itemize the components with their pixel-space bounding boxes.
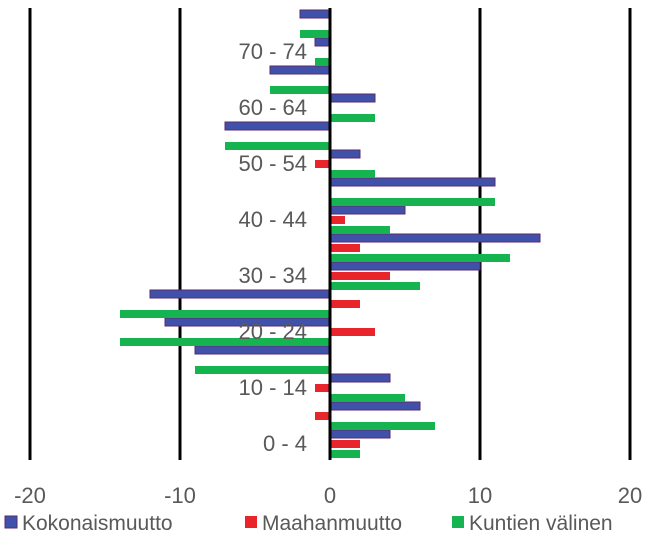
bar-maahanmuutto-10	[315, 160, 330, 168]
category-label-6: 30 - 34	[239, 263, 308, 288]
category-label-4: 20 - 24	[239, 319, 308, 344]
bar-kuntien-välinen-10	[330, 170, 375, 178]
bar-kuntien-välinen-15	[300, 30, 330, 38]
x-tick-label--10: -10	[164, 483, 196, 508]
bar-kuntien-välinen-5	[120, 310, 330, 318]
bar-kuntien-välinen-2	[330, 394, 405, 402]
bar-kuntien-välinen-8	[330, 226, 390, 234]
x-tick-label-20: 20	[618, 483, 642, 508]
bar-kokonaismuutto-10	[329, 149, 361, 159]
category-label-12: 60 - 64	[239, 95, 308, 120]
bar-kokonaismuutto-15	[299, 9, 331, 19]
bar-kokonaismuutto-6	[329, 261, 481, 271]
legend-label-1: Maahanmuutto	[262, 512, 402, 535]
bar-kuntien-välinen-7	[330, 254, 510, 262]
category-label-8: 40 - 44	[239, 207, 308, 232]
bar-kokonaismuutto-2	[329, 373, 391, 383]
bar-kokonaismuutto-14	[314, 37, 331, 47]
category-label-0: 0 - 4	[263, 431, 307, 456]
bar-kuntien-välinen-1	[330, 422, 435, 430]
bar-kokonaismuutto-5	[149, 289, 331, 299]
bar-maahanmuutto-5	[330, 300, 360, 308]
x-tick-label--20: -20	[14, 483, 46, 508]
legend: Kokonaismuutto Maahanmuutto Kuntien väline…	[4, 512, 613, 535]
bar-maahanmuutto-0	[330, 440, 360, 448]
bar-kokonaismuutto-7	[329, 233, 541, 243]
category-label-2: 10 - 14	[239, 375, 308, 400]
bar-kokonaismuutto-12	[329, 93, 376, 103]
bar-kuntien-välinen-12	[330, 114, 375, 122]
bar-kuntien-välinen-3	[195, 366, 330, 374]
legend-label-0: Kokonaismuutto	[22, 512, 173, 535]
bar-maahanmuutto-8	[330, 216, 345, 224]
bars	[120, 8, 541, 460]
legend-swatch-1	[245, 516, 257, 528]
x-tick-labels: -20 -10 0 10 20	[14, 483, 642, 508]
bar-maahanmuutto-1	[315, 412, 330, 420]
bar-kuntien-välinen-11	[225, 142, 330, 150]
bar-kokonaismuutto-0	[329, 429, 391, 439]
bar-kuntien-välinen-0	[330, 450, 360, 458]
category-labels: 0 - 4 10 - 14 20 - 24 30 - 34 40 - 44 50 - 54…	[239, 39, 308, 456]
bar-kuntien-välinen-13	[270, 86, 330, 94]
bar-maahanmuutto-6	[330, 272, 390, 280]
bar-maahanmuutto-7	[330, 244, 360, 252]
legend-swatch-0	[4, 515, 18, 529]
bar-kokonaismuutto-8	[329, 205, 406, 215]
bar-kokonaismuutto-3	[194, 345, 331, 355]
bar-maahanmuutto-2	[315, 384, 330, 392]
bar-kuntien-välinen-9	[330, 198, 495, 206]
bar-kuntien-välinen-6	[330, 282, 420, 290]
bar-kokonaismuutto-9	[329, 177, 496, 187]
category-label-14: 70 - 74	[239, 39, 308, 64]
bar-kuntien-välinen-4	[120, 338, 330, 346]
x-tick-label-10: 10	[468, 483, 492, 508]
bar-kokonaismuutto-1	[329, 401, 421, 411]
category-label-10: 50 - 54	[239, 151, 308, 176]
bar-kuntien-välinen-14	[315, 58, 330, 66]
x-tick-label-0: 0	[324, 483, 336, 508]
bar-kokonaismuutto-13	[269, 65, 331, 75]
legend-swatch-2	[452, 516, 464, 528]
bar-kokonaismuutto-11	[224, 121, 331, 131]
legend-label-2: Kuntien välinen	[469, 512, 613, 535]
bar-maahanmuutto-4	[330, 328, 375, 336]
